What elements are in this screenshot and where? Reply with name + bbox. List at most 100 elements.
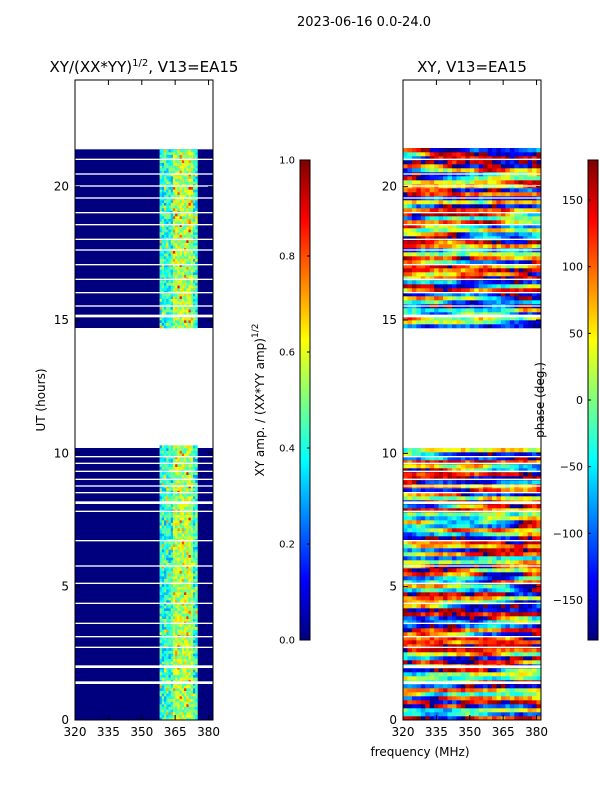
phase-heatmap-cell [434, 632, 439, 637]
amp-heatmap-cell [179, 672, 183, 675]
phase-heatmap-cell [465, 540, 471, 545]
phase-heatmap-cell [429, 604, 435, 609]
amp-heatmap-cell [184, 309, 187, 313]
amp-heatmap-cell [190, 312, 194, 315]
phase-heatmap-cell [434, 652, 439, 657]
phase-heatmap-cell [425, 580, 431, 585]
amp-heatmap-cell [184, 656, 187, 659]
amp-heatmap-cell [186, 293, 189, 297]
amp-heatmap-cell [159, 629, 163, 633]
amp-heatmap-cell [159, 557, 163, 561]
amp-heatmap-cell [179, 666, 183, 670]
amp-heatmap-cell [172, 632, 176, 635]
phase-heatmap-cell [509, 596, 515, 601]
amp-heatmap-cell [177, 202, 180, 206]
amp-heatmap-cell [166, 653, 169, 657]
amp-heatmap-cell [177, 600, 180, 603]
amp-heatmap-cell [190, 192, 194, 195]
amp-heatmap-cell [188, 597, 192, 601]
amp-heatmap-cell [159, 698, 163, 702]
amp-heatmap-cell [161, 176, 165, 179]
amp-heatmap-cell [190, 232, 194, 235]
amp-heatmap-cell [188, 322, 192, 326]
amp-heatmap-cell [177, 642, 180, 646]
phase-heatmap-cell [447, 700, 453, 705]
amp-heatmap-cell [175, 592, 178, 595]
phase-heatmap-cell [527, 584, 533, 589]
phase-heatmap-cell [460, 452, 466, 457]
phase-heatmap-cell [532, 696, 537, 701]
phase-heatmap-cell [500, 608, 506, 613]
amp-heatmap-cell [175, 218, 178, 222]
amp-heatmap-cell [186, 200, 189, 203]
amp-heatmap-cell [159, 525, 163, 529]
phase-heatmap-cell [411, 640, 417, 645]
amp-heatmap-cell [177, 712, 180, 715]
amp-heatmap-cell [195, 666, 198, 670]
phase-heatmap-cell [460, 552, 466, 557]
amp-heatmap-cell [195, 253, 198, 257]
amp-heatmap-cell [164, 637, 167, 641]
amp-heatmap-cell [190, 242, 194, 246]
amp-heatmap-cell [164, 213, 167, 217]
phase-heatmap-cell [447, 560, 453, 565]
amp-heatmap-cell [188, 178, 192, 182]
phase-heatmap-cell [474, 700, 479, 705]
amp-heatmap-cell [195, 632, 198, 635]
phase-heatmap-cell [509, 536, 515, 541]
phase-heatmap-cell [527, 516, 533, 521]
phase-heatmap-cell [532, 472, 537, 477]
amp-heatmap-cell [172, 320, 176, 323]
phase-heatmap-cell [492, 468, 497, 473]
amp-heatmap-cell [184, 200, 187, 203]
phase-heatmap-cell [492, 568, 497, 573]
phase-heatmap-cell [411, 572, 417, 577]
phase-heatmap-cell [532, 648, 537, 653]
amp-heatmap-cell [186, 498, 189, 502]
amp-heatmap-cell [168, 520, 172, 523]
amp-heatmap-cell [172, 653, 176, 657]
amp-heatmap-cell [161, 221, 165, 225]
phase-heatmap-cell [429, 608, 435, 613]
amp-heatmap-cell [181, 168, 185, 171]
phase-heatmap-cell [500, 648, 506, 653]
phase-heatmap-cell [527, 592, 533, 597]
amp-heatmap-cell [161, 698, 165, 702]
phase-heatmap-cell [429, 668, 435, 673]
phase-heatmap-cell [509, 600, 515, 605]
amp-heatmap-cell [168, 637, 172, 641]
phase-heatmap-cell [505, 620, 511, 625]
amp-heatmap-cell [184, 272, 187, 275]
missing-data-gap [75, 636, 213, 638]
phase-heatmap-cell [443, 532, 448, 537]
amp-heatmap-cell [177, 608, 180, 611]
phase-heatmap-cell [416, 676, 422, 681]
phase-heatmap-cell [483, 532, 488, 537]
phase-heatmap-cell [434, 512, 439, 517]
phase-heatmap-cell [411, 608, 417, 613]
amp-heatmap-cell [168, 194, 172, 198]
amp-heatmap-cell [179, 234, 183, 238]
amp-heatmap-cell [168, 485, 172, 489]
phase-heatmap-cell [478, 660, 484, 665]
amp-heatmap-cell [195, 448, 198, 451]
amp-heatmap-cell [195, 274, 198, 278]
amp-heatmap-cell [179, 464, 183, 467]
phase-heatmap-cell [460, 604, 466, 609]
phase-heatmap-cell [443, 700, 448, 705]
amp-heatmap-cell [188, 557, 192, 561]
phase-heatmap-cell [536, 524, 542, 529]
amp-heatmap-cell [166, 498, 169, 502]
phase-heatmap-cell [474, 504, 479, 509]
phase-heatmap-cell [478, 640, 484, 645]
phase-heatmap-cell [536, 692, 542, 697]
amp-heatmap-cell [168, 496, 172, 499]
amp-heatmap-cell [181, 312, 185, 315]
amp-heatmap-cell [175, 629, 178, 633]
amp-heatmap-cell [179, 154, 183, 158]
phase-heatmap-cell [465, 568, 471, 573]
amp-heatmap-cell [168, 226, 172, 230]
amp-heatmap-cell [192, 253, 196, 257]
amp-heatmap-cell [195, 525, 198, 529]
amp-heatmap-cell [175, 282, 178, 286]
